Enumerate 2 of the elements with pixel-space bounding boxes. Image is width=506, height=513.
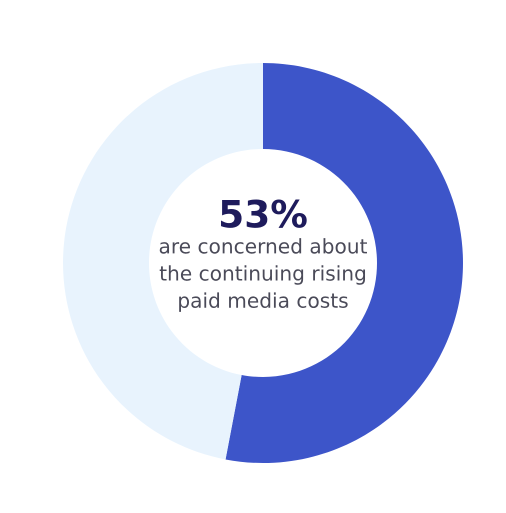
text: are concerned about the continuing rising paid media costs [160,238,367,312]
text: 53% [221,200,307,228]
